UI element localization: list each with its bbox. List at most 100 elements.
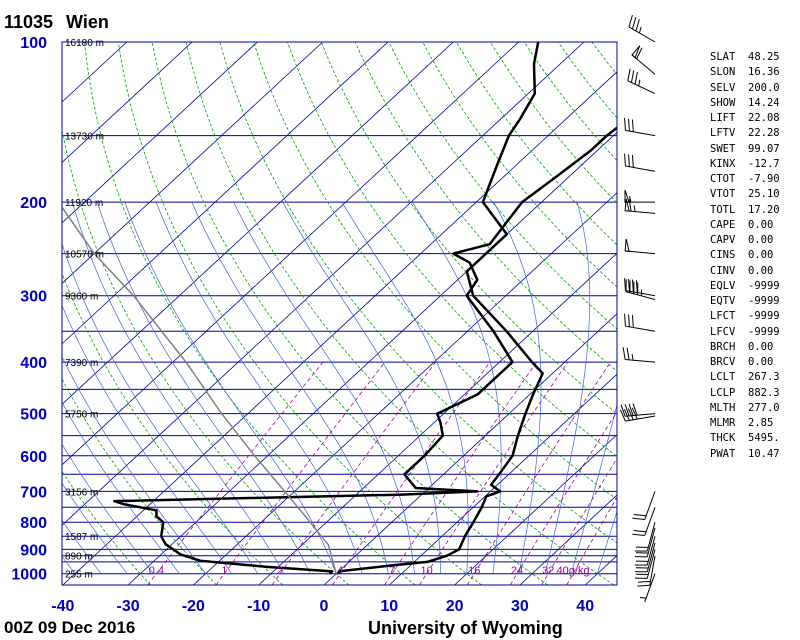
mixing-ratio-line	[566, 496, 617, 585]
moist-adiabat	[412, 201, 502, 574]
barb-flag	[624, 404, 630, 417]
mixing-ratio-line	[271, 361, 436, 585]
barb-staff	[644, 507, 656, 536]
barb-staff	[646, 527, 656, 558]
isotherm-line	[62, 42, 585, 526]
moist-adiabat	[62, 356, 206, 574]
isotherm-line	[62, 71, 617, 585]
dry-adiabat	[219, 42, 617, 544]
barb-flag	[635, 280, 638, 293]
dry-adiabat	[62, 378, 217, 585]
index-row: LIFT 22.08	[710, 111, 780, 126]
height-label: 13730 m	[65, 132, 104, 143]
height-label: 7390 m	[65, 358, 98, 369]
height-label: 16180 m	[65, 38, 104, 49]
dry-adiabat	[117, 42, 482, 585]
wind-barb	[632, 507, 656, 536]
temperature-tick-label: -10	[247, 598, 270, 615]
index-row: LCLP 882.3	[710, 386, 780, 401]
index-row: SLAT 48.25	[710, 50, 780, 65]
barb-flag	[632, 517, 645, 521]
isotherm-line	[62, 42, 193, 164]
index-row: MLTH 277.0	[710, 401, 780, 416]
index-row: BRCV 0.00	[710, 355, 780, 370]
height-label: 9360 m	[65, 292, 98, 303]
barb-staff	[646, 536, 656, 566]
index-row: TOTL 17.20	[710, 203, 780, 218]
wind-barb	[634, 536, 656, 566]
pressure-tick-label: 600	[20, 449, 47, 466]
mixing-ratio-line	[466, 361, 611, 585]
index-name: VTOT	[710, 188, 736, 201]
dry-adiabat	[422, 42, 617, 288]
barb-staff	[625, 291, 656, 301]
mixing-ratio-label: 16	[468, 565, 480, 577]
index-name: LFTV	[710, 127, 736, 140]
mixing-ratio-label: 0.4	[149, 565, 164, 577]
wind-barb	[624, 153, 656, 172]
index-row: EQLV -9999	[710, 279, 780, 294]
index-row: CTOT -7.90	[710, 172, 780, 187]
isotherm-line	[193, 192, 617, 585]
wind-barb	[639, 573, 656, 603]
index-value: 0.00	[748, 340, 774, 353]
index-value: 22.08	[748, 112, 780, 124]
barb-flag	[633, 529, 647, 533]
barb-flag	[620, 404, 626, 417]
barb-flag	[622, 347, 626, 360]
plot-frame	[61, 41, 618, 586]
index-row: THCK 5495.	[710, 431, 780, 446]
moist-adiabat	[493, 201, 542, 574]
barb-flag	[627, 68, 631, 81]
mixing-ratio-label: 1	[221, 565, 227, 577]
index-name: CTOT	[710, 173, 736, 185]
barb-flag	[634, 71, 638, 85]
index-row: SELV 200.0	[710, 81, 780, 96]
temperature-tick-label: 10	[380, 598, 398, 615]
wind-barb	[634, 542, 656, 573]
barb-flag	[628, 154, 630, 167]
mixing-ratio-label: 40g/kg	[557, 565, 590, 577]
isotherm-line	[62, 42, 128, 103]
index-value: 0.00	[748, 356, 774, 368]
wind-barb	[625, 279, 656, 301]
barb-flag	[631, 119, 634, 132]
height-label: 5750 m	[65, 410, 98, 421]
index-name: EQTV	[710, 295, 736, 307]
moist-adiabat	[544, 202, 591, 574]
index-row: MLMR 2.85	[710, 416, 780, 431]
barb-flag	[637, 584, 650, 587]
index-value: -9999	[748, 325, 780, 338]
barb-flag	[632, 533, 645, 536]
barb-flag	[628, 314, 630, 327]
wind-barb	[632, 491, 656, 521]
barb-flag	[631, 315, 634, 328]
index-name: PWAT	[710, 447, 736, 460]
index-name: CAPV	[710, 234, 736, 246]
barb-flag	[636, 47, 643, 60]
mixing-ratio-line	[419, 361, 569, 585]
mixing-ratio-line	[147, 361, 324, 585]
index-name: LFCT	[710, 310, 736, 323]
index-name: THCK	[710, 432, 736, 445]
moist-adiabat	[62, 304, 232, 574]
index-row: SLON 16.36	[710, 65, 780, 80]
temperature-tick-label: -40	[51, 598, 74, 615]
height-label: 255 m	[65, 570, 93, 581]
temperature-tick-label: 30	[511, 598, 529, 615]
index-value: 14.24	[748, 96, 780, 109]
index-value: 200.0	[748, 81, 780, 94]
data-source: University of Wyoming	[368, 618, 563, 638]
moist-adiabat	[62, 519, 102, 574]
pressure-tick-label: 300	[20, 289, 47, 306]
mixing-ratio-label: 4	[337, 565, 343, 577]
barb-half-flag	[631, 354, 634, 361]
moist-adiabat	[233, 201, 415, 574]
index-value: -12.7	[748, 157, 780, 170]
index-name: CINS	[710, 249, 736, 262]
pressure-tick-label: 100	[20, 35, 47, 52]
moist-adiabat	[62, 443, 154, 574]
pressure-tick-label: 200	[20, 195, 47, 212]
barb-flag	[628, 118, 630, 132]
